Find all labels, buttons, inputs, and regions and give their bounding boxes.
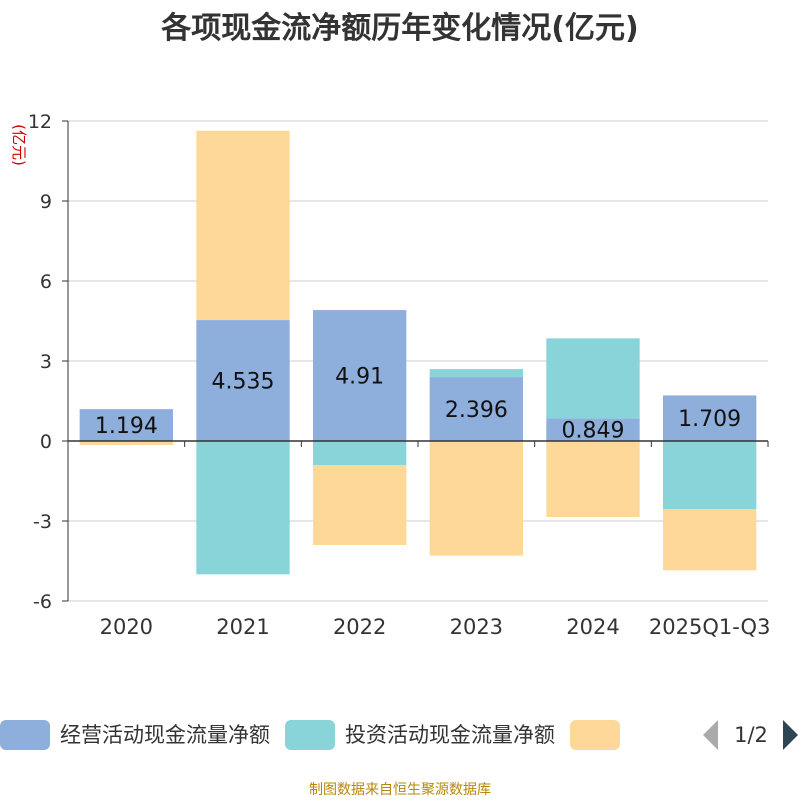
y-tick-label: 6 bbox=[40, 271, 52, 293]
bar-2022-series-1 bbox=[313, 310, 407, 441]
chart-title: 各项现金流净额历年变化情况(亿元) bbox=[160, 11, 638, 46]
bar-2020-series-1 bbox=[79, 409, 173, 441]
data-label: 4.91 bbox=[335, 365, 384, 390]
legend-swatch-3[interactable] bbox=[570, 720, 620, 750]
source-note: 制图数据来自恒生聚源数据库 bbox=[309, 782, 491, 798]
x-tick-label: 2025Q1-Q3 bbox=[649, 615, 771, 639]
legend-label-1[interactable]: 经营活动现金流量净额 bbox=[60, 723, 270, 747]
bar-2021-series-2 bbox=[196, 441, 290, 575]
bar-2020-series-3 bbox=[79, 441, 173, 445]
bar-2022-series-3 bbox=[313, 465, 407, 545]
bar-2025q1-q3-series-2 bbox=[663, 441, 757, 509]
bar-2025q1-q3-series-1 bbox=[663, 395, 757, 441]
y-tick-label: 0 bbox=[40, 431, 52, 453]
bar-2024-series-3 bbox=[546, 441, 640, 517]
legend-label-2[interactable]: 投资活动现金流量净额 bbox=[345, 723, 555, 747]
data-label: 1.194 bbox=[95, 414, 158, 439]
bar-2025q1-q3-series-3 bbox=[663, 509, 757, 571]
bars bbox=[79, 130, 757, 575]
legend-swatch-2[interactable] bbox=[285, 720, 335, 750]
bar-2024-series-2 bbox=[546, 338, 640, 419]
data-label: 0.849 bbox=[562, 419, 625, 444]
legend-swatch-1[interactable] bbox=[0, 720, 50, 750]
y-tick-label: 12 bbox=[28, 111, 52, 133]
bar-2023-series-2 bbox=[429, 369, 523, 378]
bar-2022-series-2 bbox=[313, 441, 407, 465]
bar-2021-series-1 bbox=[196, 320, 290, 441]
legend: 经营活动现金流量净额 投资活动现金流量净额 1/2 bbox=[0, 720, 798, 750]
y-axis-ticks: 12 9 6 3 0 -3 -6 bbox=[28, 111, 68, 613]
data-label: 1.709 bbox=[678, 407, 741, 432]
y-tick-label: 9 bbox=[40, 191, 52, 213]
data-labels: 1.194 4.535 4.91 2.396 0.849 1.709 bbox=[95, 365, 741, 444]
y-tick-label: -3 bbox=[33, 511, 52, 533]
legend-next-page-icon[interactable] bbox=[783, 720, 798, 750]
bar-2023-series-1 bbox=[429, 377, 523, 441]
x-tick-label: 2022 bbox=[333, 615, 386, 639]
grid-lines bbox=[68, 120, 768, 602]
bar-2023-series-3 bbox=[429, 441, 523, 556]
legend-prev-page-icon[interactable] bbox=[703, 720, 718, 750]
bar-2021-series-3 bbox=[196, 130, 290, 321]
legend-page-indicator: 1/2 bbox=[734, 723, 768, 747]
x-tick-label: 2020 bbox=[100, 615, 153, 639]
bar-2024-series-1 bbox=[546, 418, 640, 441]
data-label: 2.396 bbox=[445, 398, 508, 423]
y-axis-unit-label: (亿元) bbox=[10, 124, 28, 166]
data-label: 4.535 bbox=[212, 370, 275, 395]
x-tick-label: 2023 bbox=[450, 615, 503, 639]
x-tick-label: 2021 bbox=[216, 615, 269, 639]
x-axis-ticks: 2020 2021 2022 2023 2024 2025Q1-Q3 bbox=[67, 441, 771, 639]
y-tick-label: 3 bbox=[40, 351, 52, 373]
y-tick-label: -6 bbox=[33, 591, 52, 613]
x-tick-label: 2024 bbox=[566, 615, 619, 639]
